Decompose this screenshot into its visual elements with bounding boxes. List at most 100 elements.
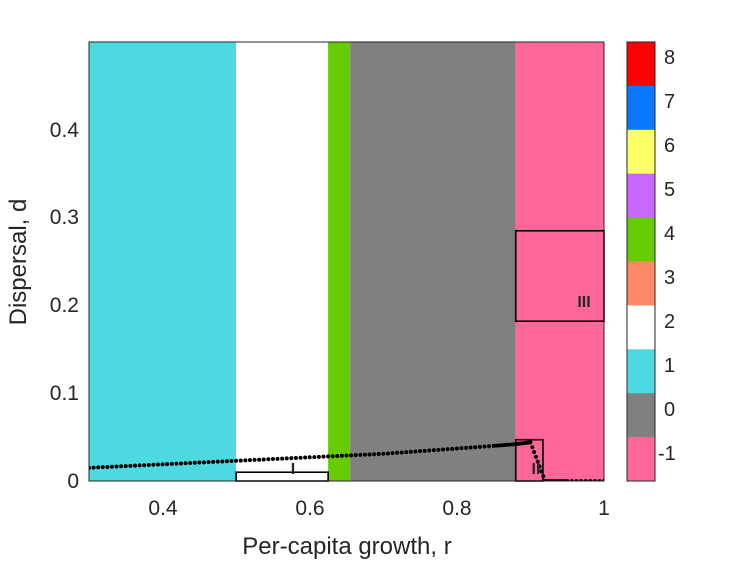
boundary-point xyxy=(146,462,151,467)
boundary-point xyxy=(385,451,390,456)
colorbar-swatch xyxy=(627,393,655,438)
colorbar-labels: 8 7 6 5 4 3 2 1 0 -1 xyxy=(658,47,676,465)
boundary-point xyxy=(303,455,308,460)
boundary-point xyxy=(468,445,473,450)
boundary-point xyxy=(266,457,271,462)
boundary-point xyxy=(445,447,450,452)
boundary-point xyxy=(487,444,492,449)
boundary-point xyxy=(358,452,363,457)
plot-frame xyxy=(88,41,605,482)
y-axis-label: Dispersal, d xyxy=(5,199,32,326)
boundary-point xyxy=(215,459,220,464)
boundary-point xyxy=(252,457,257,462)
boundary-point xyxy=(344,453,349,458)
boundary-point xyxy=(413,449,418,454)
colorbar-tick-label: 3 xyxy=(664,267,675,289)
boundary-point xyxy=(229,459,234,464)
box-label-I: I xyxy=(291,461,295,478)
boundary-point xyxy=(454,446,459,451)
boundary-point xyxy=(441,447,446,452)
colorbar-swatch xyxy=(627,261,655,306)
boundary-point xyxy=(330,454,335,459)
colorbar-swatch xyxy=(627,173,655,219)
box-label-III: III xyxy=(577,294,590,311)
plot-area xyxy=(89,42,604,481)
boundary-point xyxy=(169,461,174,466)
boundary-point xyxy=(395,450,400,455)
colorbar-tick-label: 6 xyxy=(664,135,675,157)
boundary-point xyxy=(132,463,137,468)
boundary-point xyxy=(535,459,540,464)
boundary-point xyxy=(234,458,239,463)
boundary-point xyxy=(188,461,193,466)
boundary-point xyxy=(473,445,478,450)
boundary-point xyxy=(372,452,377,457)
x-axis: 0.4 0.6 0.8 1 Per-capita growth, r xyxy=(148,497,609,560)
boundary-point xyxy=(362,452,367,457)
colorbar-tick-label: 2 xyxy=(664,311,675,333)
boundary-point xyxy=(532,450,537,455)
colorbar-swatch xyxy=(627,349,655,394)
colorbar-swatch xyxy=(627,129,655,175)
boundary-point xyxy=(206,460,211,465)
boundary-point xyxy=(96,465,101,470)
box-label-II: II xyxy=(532,461,541,478)
boundary-point xyxy=(431,448,436,453)
boundary-point xyxy=(243,458,248,463)
boundary-point xyxy=(367,452,372,457)
y-tick-label: 0.2 xyxy=(50,294,79,317)
boundary-point xyxy=(197,460,202,465)
boundary-point xyxy=(178,461,183,466)
boundary-point xyxy=(155,462,160,467)
boundary-point xyxy=(459,446,464,451)
region-4 xyxy=(328,42,351,481)
y-tick-label: 0.1 xyxy=(50,382,79,405)
boundary-point xyxy=(349,453,354,458)
boundary-point xyxy=(201,460,206,465)
colorbar-frame xyxy=(626,41,656,482)
region-1 xyxy=(89,42,237,481)
boundary-point xyxy=(312,455,317,460)
x-tick-label: 1 xyxy=(598,497,610,520)
y-tick-label: 0.3 xyxy=(50,206,79,229)
colorbar-swatch xyxy=(627,42,655,87)
boundary-point xyxy=(192,460,197,465)
colorbar-tick-label: 4 xyxy=(664,223,675,245)
boundary-point xyxy=(418,449,423,454)
boundary-point xyxy=(307,455,312,460)
boundary-point xyxy=(275,456,280,461)
boundary-point xyxy=(119,464,124,469)
boundary-point xyxy=(326,454,331,459)
boundary-point xyxy=(399,450,404,455)
boundary-point xyxy=(321,454,326,459)
boundary-point xyxy=(422,448,427,453)
boundary-point xyxy=(436,447,441,452)
boundary-point xyxy=(477,444,482,449)
boundary-point xyxy=(528,440,533,445)
boundary-point xyxy=(280,456,285,461)
colorbar-tick-label: 5 xyxy=(664,179,675,201)
boundary-point xyxy=(270,457,275,462)
colorbar-swatch xyxy=(627,85,655,131)
boundary-point xyxy=(128,463,133,468)
boundary-point xyxy=(390,451,395,456)
y-tick-label: 0.4 xyxy=(50,119,80,142)
boundary-point xyxy=(427,448,432,453)
boundary-point xyxy=(339,453,344,458)
x-tick-label: 0.8 xyxy=(442,497,471,520)
boundary-point xyxy=(91,465,96,470)
boundary-point xyxy=(109,464,114,469)
colorbar-tick-label: 0 xyxy=(664,399,675,421)
boundary-point xyxy=(151,462,156,467)
boundary-point xyxy=(408,449,413,454)
boundary-point xyxy=(100,465,105,470)
colorbar-tick-label: 7 xyxy=(664,91,675,113)
boundary-point xyxy=(381,451,386,456)
colorbar xyxy=(627,42,655,482)
boundary-point xyxy=(293,455,298,460)
region-2 xyxy=(236,42,329,481)
x-tick-label: 0.4 xyxy=(148,497,178,520)
boundary-point xyxy=(211,459,216,464)
colorbar-swatch xyxy=(627,437,655,482)
